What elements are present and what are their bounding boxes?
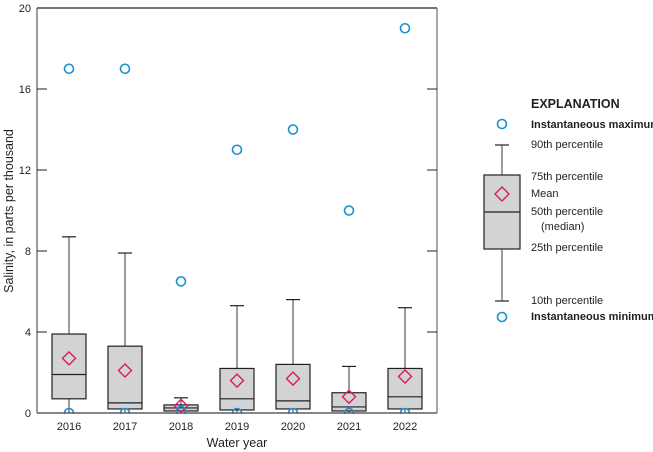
box-2017 bbox=[107, 63, 143, 419]
box-2018 bbox=[163, 276, 199, 417]
x-axis-title: Water year bbox=[207, 436, 268, 450]
x-tick-label: 2021 bbox=[337, 421, 361, 433]
mean-marker-icon bbox=[397, 369, 413, 385]
y-tick-label: 20 bbox=[19, 3, 31, 15]
legend-label-p90: 90th percentile bbox=[531, 139, 603, 151]
inst-max-marker-icon bbox=[343, 205, 355, 216]
legend-label-p25: 25th percentile bbox=[531, 242, 603, 254]
box-2019 bbox=[219, 144, 255, 419]
box-plots bbox=[31, 22, 443, 419]
box-2020 bbox=[275, 124, 311, 419]
mean-marker-icon bbox=[285, 371, 301, 387]
legend-max-marker-icon bbox=[496, 118, 508, 130]
box-2016 bbox=[51, 63, 87, 419]
x-tick-label: 2017 bbox=[113, 421, 137, 433]
inst-max-marker-icon bbox=[287, 124, 299, 135]
mean-marker-icon bbox=[229, 373, 245, 389]
legend-title: EXPLANATION bbox=[531, 97, 620, 111]
x-tick-label: 2019 bbox=[225, 421, 249, 433]
inst-max-marker-icon bbox=[399, 22, 411, 34]
mean-marker-icon bbox=[341, 389, 357, 405]
inst-max-marker-icon bbox=[231, 144, 243, 156]
y-tick-label: 12 bbox=[19, 165, 31, 177]
y-axis-title: Salinity, in parts per thousand bbox=[2, 129, 16, 293]
x-tick-label: 2022 bbox=[393, 421, 417, 433]
legend-label-p75: 75th percentile bbox=[531, 171, 603, 183]
inst-max-marker-icon bbox=[119, 63, 131, 75]
mean-marker-icon bbox=[117, 362, 133, 378]
legend-label-inst-min: Instantaneous minimum bbox=[531, 311, 653, 323]
y-tick-label: 4 bbox=[25, 327, 31, 339]
inst-max-marker-icon bbox=[175, 276, 187, 287]
x-tick-label: 2020 bbox=[281, 421, 305, 433]
legend-label-median: 50th percentile bbox=[531, 206, 603, 218]
x-tick-label: 2016 bbox=[57, 421, 81, 433]
legend-label-inst-max: Instantaneous maximum bbox=[531, 119, 653, 131]
legend-label-median-sub: (median) bbox=[541, 221, 584, 233]
box-2021 bbox=[331, 205, 367, 419]
legend-min-marker-icon bbox=[496, 311, 508, 323]
legend-mean-marker-icon bbox=[494, 186, 510, 202]
y-axis: 0 4 8 12 16 20 bbox=[19, 3, 437, 420]
legend: EXPLANATION Instantaneous maximum 90th p… bbox=[483, 97, 653, 323]
x-axis: 2016 2017 2018 2019 2020 2021 2022 bbox=[57, 421, 417, 433]
legend-label-p10: 10th percentile bbox=[531, 295, 603, 307]
y-tick-label: 16 bbox=[19, 84, 31, 96]
box-2022 bbox=[387, 22, 423, 419]
inst-max-marker-icon bbox=[63, 63, 75, 75]
mean-marker-icon bbox=[61, 350, 77, 366]
legend-label-mean: Mean bbox=[531, 188, 559, 200]
y-tick-label: 8 bbox=[25, 246, 31, 258]
x-tick-label: 2018 bbox=[169, 421, 193, 433]
y-tick-label: 0 bbox=[25, 408, 31, 420]
